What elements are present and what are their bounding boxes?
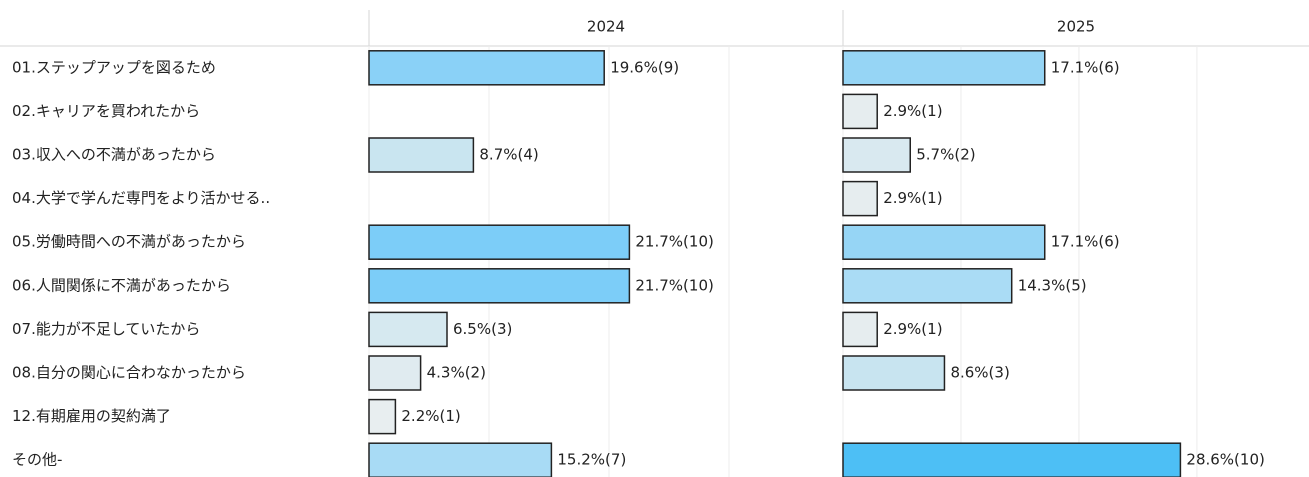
bar [842,50,1046,86]
value-label: 5.7%(2) [916,146,975,164]
value-label: 2.9%(1) [883,189,942,207]
category-label: 05.労働時間への不満があったから [12,233,246,251]
bar [842,180,878,217]
category-label: 12.有期雇用の契約満了 [12,407,171,425]
category-label: その他- [12,451,62,469]
category-label: 02.キャリアを買われたから [12,102,200,120]
value-label: 8.7%(4) [479,146,538,164]
bar [368,442,553,477]
bar [842,355,946,391]
value-label: 15.2%(7) [557,451,626,469]
value-label: 19.6%(9) [610,58,679,76]
category-label: 07.能力が不足していたから [12,320,200,338]
bar [842,442,1182,477]
value-label: 2.9%(1) [883,320,942,338]
value-label: 21.7%(10) [635,233,713,251]
value-label: 28.6%(10) [1186,451,1264,469]
panel-header: 2024 [587,18,625,36]
value-label: 17.1%(6) [1051,233,1120,251]
bar [368,50,605,86]
bar [842,137,911,173]
bar [368,268,631,304]
value-label: 2.2%(1) [401,407,460,425]
bar [842,224,1046,260]
category-label: 01.ステップアップを図るため [12,58,216,76]
bar [842,311,878,348]
category-label: 04.大学で学んだ専門をより活かせる.. [12,189,270,207]
bar [368,355,422,391]
value-label: 2.9%(1) [883,102,942,120]
category-label: 03.収入への不満があったから [12,146,216,164]
value-label: 4.3%(2) [427,364,486,382]
category-label: 06.人間関係に不満があったから [12,276,231,294]
bar [368,398,397,435]
panel-header: 2025 [1057,18,1095,36]
bar [842,268,1013,304]
value-label: 21.7%(10) [635,276,713,294]
category-label: 08.自分の関心に合わなかったから [12,364,246,382]
bar [368,311,448,348]
bar [842,93,878,130]
bar [368,137,475,173]
value-label: 8.6%(3) [950,364,1009,382]
value-label: 6.5%(3) [453,320,512,338]
bar [368,224,631,260]
value-label: 17.1%(6) [1051,58,1120,76]
value-label: 14.3%(5) [1018,276,1087,294]
